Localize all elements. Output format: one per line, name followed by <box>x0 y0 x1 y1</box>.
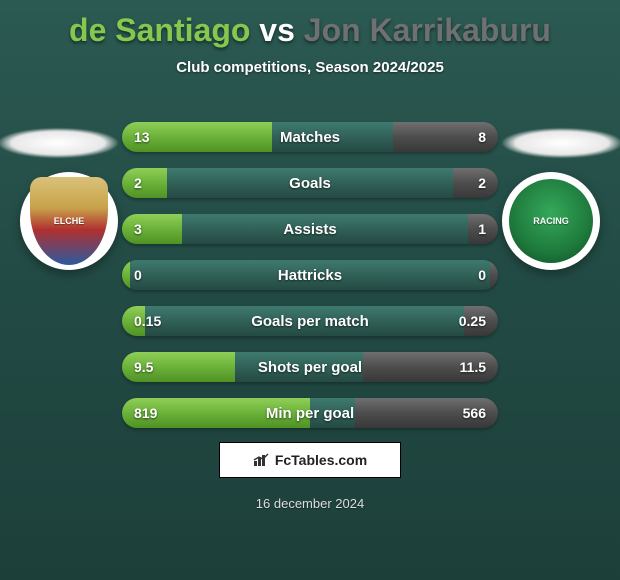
stat-value-left: 3 <box>134 214 142 244</box>
stat-value-right: 2 <box>478 168 486 198</box>
spotlight-right <box>502 128 620 158</box>
date-label: 16 december 2024 <box>0 496 620 511</box>
spotlight-left <box>0 128 118 158</box>
title-player2: Jon Karrikaburu <box>304 12 551 48</box>
footer-brand-box: FcTables.com <box>219 442 401 478</box>
crest-left: ELCHE <box>20 172 118 270</box>
stat-row: Goals22 <box>122 168 498 198</box>
crest-right-inner: RACING <box>509 179 593 263</box>
stat-value-left: 2 <box>134 168 142 198</box>
stat-row: Assists31 <box>122 214 498 244</box>
stat-value-right: 0 <box>478 260 486 290</box>
crest-left-inner: ELCHE <box>30 177 108 265</box>
bar-chart-icon <box>253 453 271 467</box>
stat-value-left: 9.5 <box>134 352 153 382</box>
crest-right: RACING <box>502 172 600 270</box>
stat-seg-right <box>490 260 498 290</box>
stat-value-right: 566 <box>463 398 486 428</box>
stat-value-left: 819 <box>134 398 157 428</box>
stat-value-left: 13 <box>134 122 150 152</box>
stat-value-right: 8 <box>478 122 486 152</box>
stat-seg-mid <box>272 122 393 152</box>
stat-seg-mid <box>145 306 464 336</box>
subtitle: Club competitions, Season 2024/2025 <box>0 59 620 76</box>
stat-seg-left <box>122 168 167 198</box>
stat-seg-mid <box>167 168 453 198</box>
stat-seg-left <box>122 260 130 290</box>
stat-row: Matches138 <box>122 122 498 152</box>
stat-value-right: 0.25 <box>459 306 486 336</box>
title-player1: de Santiago <box>69 12 250 48</box>
stat-value-right: 1 <box>478 214 486 244</box>
stat-row: Hattricks00 <box>122 260 498 290</box>
page-title: de Santiago vs Jon Karrikaburu <box>0 0 620 49</box>
stat-seg-mid <box>310 398 355 428</box>
title-vs: vs <box>259 12 295 48</box>
stat-value-right: 11.5 <box>460 352 486 382</box>
stat-seg-mid <box>130 260 490 290</box>
footer-brand-text: FcTables.com <box>275 452 367 468</box>
stat-row: Min per goal819566 <box>122 398 498 428</box>
stat-seg-right <box>453 168 498 198</box>
stat-seg-left <box>122 214 182 244</box>
stat-row: Goals per match0.150.25 <box>122 306 498 336</box>
stat-seg-mid <box>182 214 468 244</box>
stat-value-left: 0 <box>134 260 142 290</box>
stat-bars: Matches138Goals22Assists31Hattricks00Goa… <box>122 122 498 444</box>
stat-value-left: 0.15 <box>134 306 161 336</box>
stat-seg-mid <box>235 352 363 382</box>
stat-row: Shots per goal9.511.5 <box>122 352 498 382</box>
